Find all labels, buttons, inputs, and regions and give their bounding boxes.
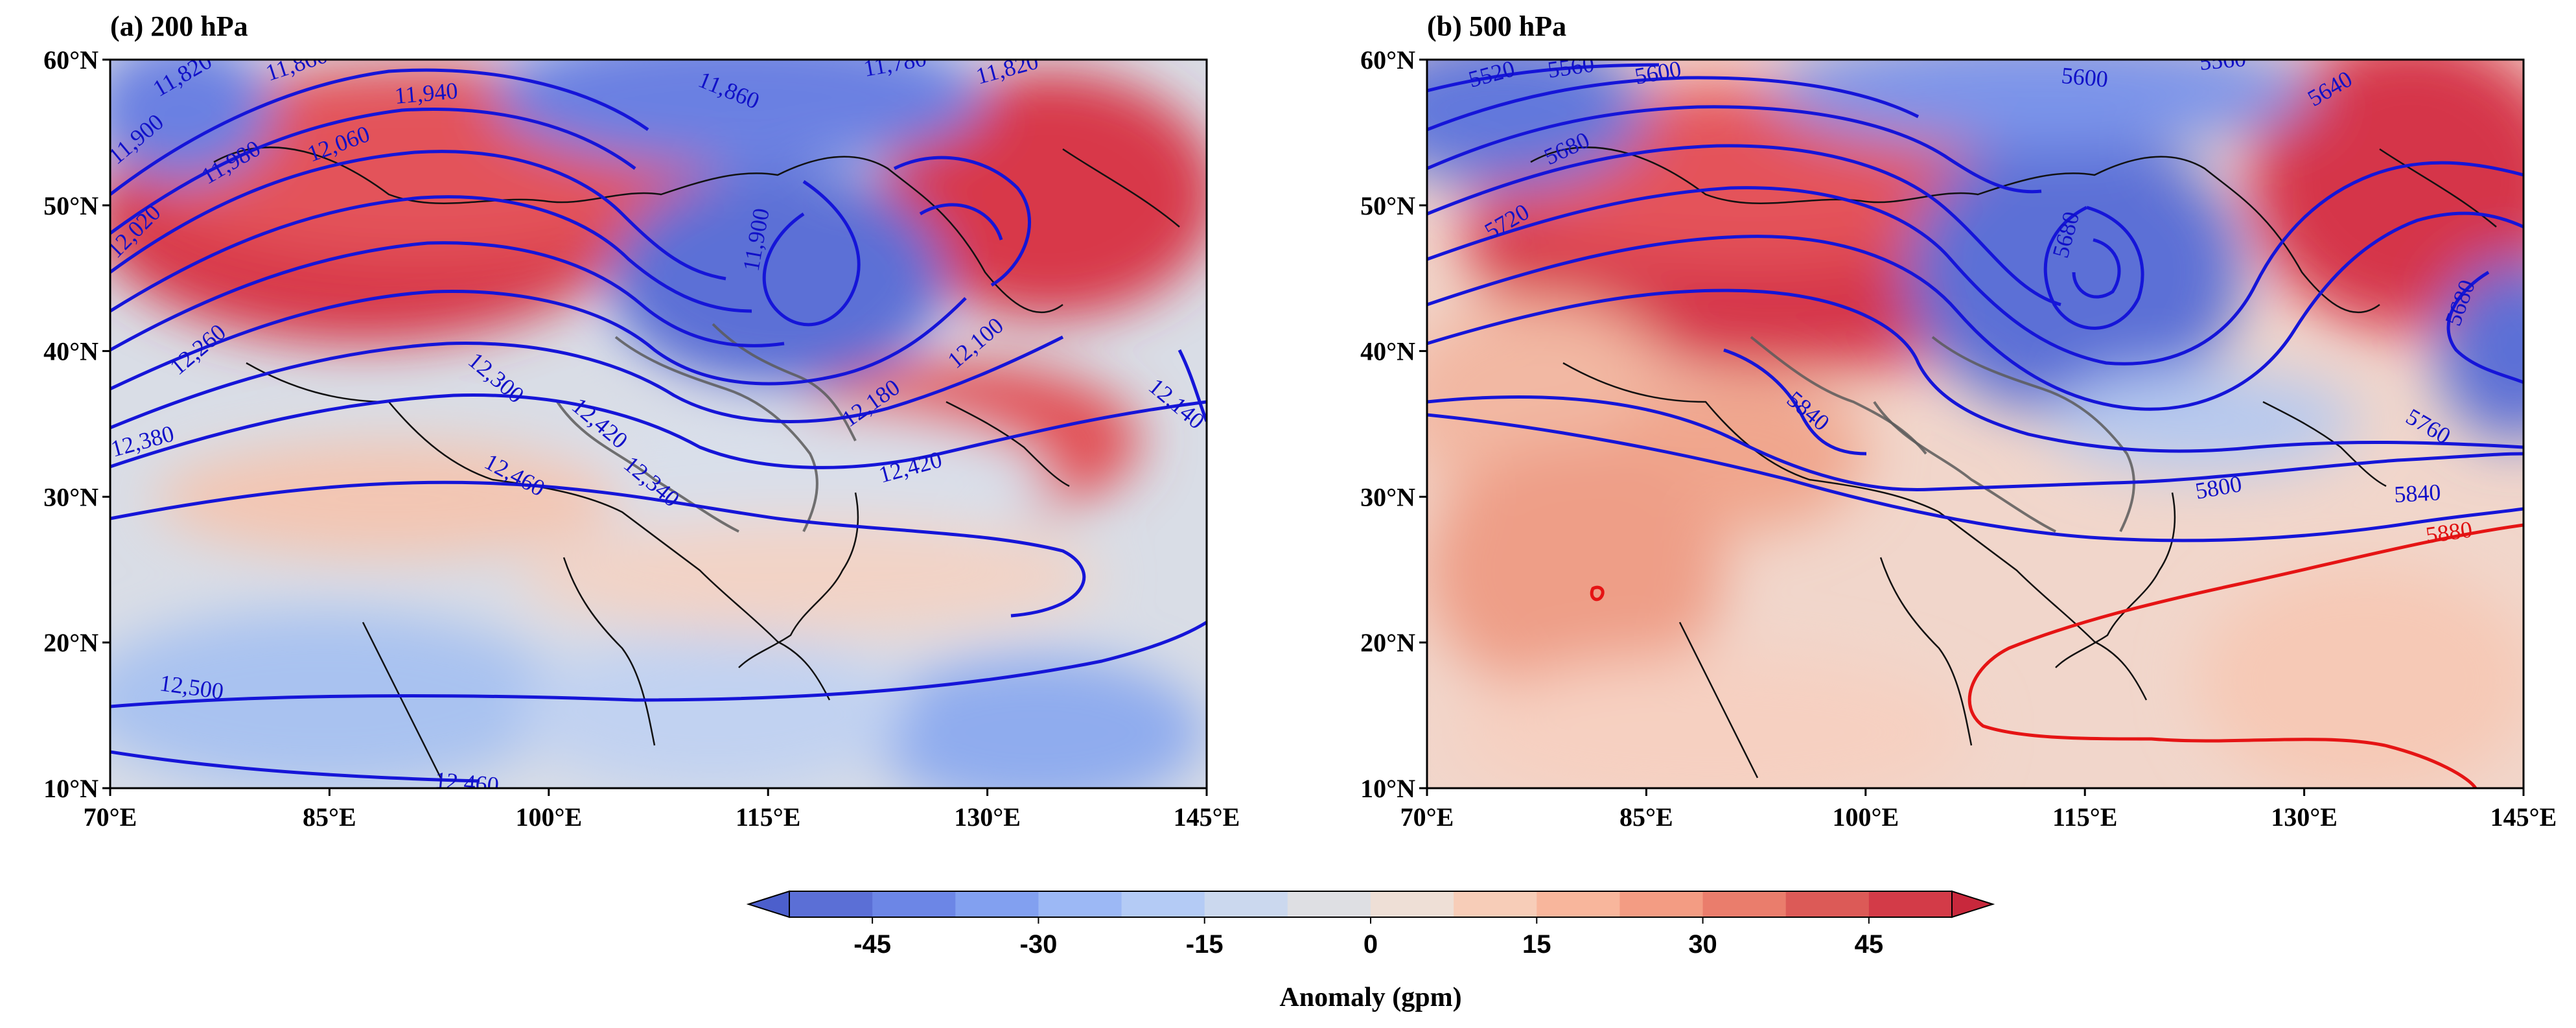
panel-a-title: (a) 200 hPa <box>110 10 248 42</box>
colorbar-tick-label: 0 <box>1363 930 1378 959</box>
colorbar-title: Anomaly (gpm) <box>1279 983 1461 1012</box>
contour-label: 5560 <box>2198 45 2247 75</box>
colorbar-ticks: -45 -30 -15 0 15 30 45 <box>853 917 1883 959</box>
colorbar-min-arrow <box>746 890 790 918</box>
panel-a-contours <box>110 68 1207 783</box>
x-tick-label: 70°E <box>1400 802 1454 832</box>
panel-a-borders <box>213 146 1180 778</box>
panel-a-anomaly-field <box>110 60 1207 788</box>
colorbar-bins <box>789 891 1953 917</box>
x-tick-label: 70°E <box>84 802 137 832</box>
colorbar-bin <box>1371 891 1454 917</box>
x-tick-label: 115°E <box>736 802 800 832</box>
x-tick-label: 115°E <box>2052 802 2117 832</box>
y-tick-label: 40°N <box>43 337 99 366</box>
y-tick-label: 10°N <box>1360 774 1415 803</box>
contour-label: 11,940 <box>393 78 459 109</box>
y-tick-label: 40°N <box>1360 337 1415 366</box>
colorbar-bin <box>955 891 1039 917</box>
colorbar-tick-label: 30 <box>1688 930 1717 959</box>
colorbar-bin <box>1785 891 1870 917</box>
contour-label: 5840 <box>2393 479 2441 508</box>
panel-a: (a) 200 hPa <box>43 10 1240 832</box>
colorbar-tick-label: 15 <box>1522 930 1551 959</box>
colorbar-bin <box>1537 891 1620 917</box>
y-tick-label: 30°N <box>43 482 99 511</box>
colorbar-tick-label: -45 <box>853 930 891 959</box>
y-tick-label: 50°N <box>1360 191 1415 220</box>
x-tick-label: 100°E <box>1832 802 1899 832</box>
panel-b-contours <box>1427 63 2524 788</box>
y-tick-label: 60°N <box>43 45 99 75</box>
panel-b-map: 5520 5560 5600 5600 5560 5640 5680 5720 … <box>1427 45 2524 788</box>
panel-b-axes: 60°N 50°N 40°N 30°N 20°N 10°N70°E 85°E 100°E 115… <box>1360 45 2557 832</box>
contour-label: 5600 <box>2060 62 2109 92</box>
panel-b: (b) 500 hPa <box>1360 10 2557 832</box>
x-tick-label: 100°E <box>515 802 582 832</box>
colorbar-bin <box>1121 891 1205 917</box>
contour-label-red: 5880 <box>2424 516 2474 548</box>
panel-b-title: (b) 500 hPa <box>1427 10 1566 42</box>
colorbar-bin <box>1204 891 1288 917</box>
colorbar-max-arrow <box>1951 890 1995 918</box>
y-tick-label: 60°N <box>1360 45 1415 75</box>
x-tick-label: 145°E <box>1174 802 1240 832</box>
colorbar-tick-label: -30 <box>1020 930 1058 959</box>
panel-a-map: 11,820 11,860 11,940 11,860 11,780 11,82… <box>110 60 1207 798</box>
colorbar-bin <box>1454 891 1537 917</box>
x-tick-label: 145°E <box>2490 802 2557 832</box>
y-tick-label: 50°N <box>43 191 99 220</box>
colorbar-bin <box>872 891 956 917</box>
colorbar-bin <box>789 891 873 917</box>
colorbar-tick-label: -15 <box>1186 930 1224 959</box>
contour-label: 12,460 <box>434 767 500 798</box>
panel-a-frame <box>109 58 1208 789</box>
panel-a-axes: 60°N 50°N 40°N 30°N 20°N 10°N70°E 85°E 100°E 115… <box>43 45 1240 832</box>
x-tick-label: 85°E <box>1619 802 1673 832</box>
colorbar-bin <box>1038 891 1122 917</box>
y-tick-label: 10°N <box>43 774 99 803</box>
y-tick-label: 20°N <box>1360 628 1415 657</box>
colorbar-bin <box>1702 891 1787 917</box>
y-tick-label: 20°N <box>43 628 99 657</box>
x-tick-label: 85°E <box>303 802 356 832</box>
colorbar-bin <box>1619 891 1704 917</box>
colorbar-bin <box>1287 891 1371 917</box>
x-tick-label: 130°E <box>954 802 1021 832</box>
x-tick-label: 130°E <box>2271 802 2338 832</box>
y-tick-label: 30°N <box>1360 482 1415 511</box>
colorbar: -45 -30 -15 0 15 30 45 Anomaly (gpm) <box>746 890 1995 1012</box>
panel-b-frame <box>1426 58 2525 789</box>
colorbar-tick-label: 45 <box>1855 930 1884 959</box>
colorbar-bin <box>1868 891 1953 917</box>
